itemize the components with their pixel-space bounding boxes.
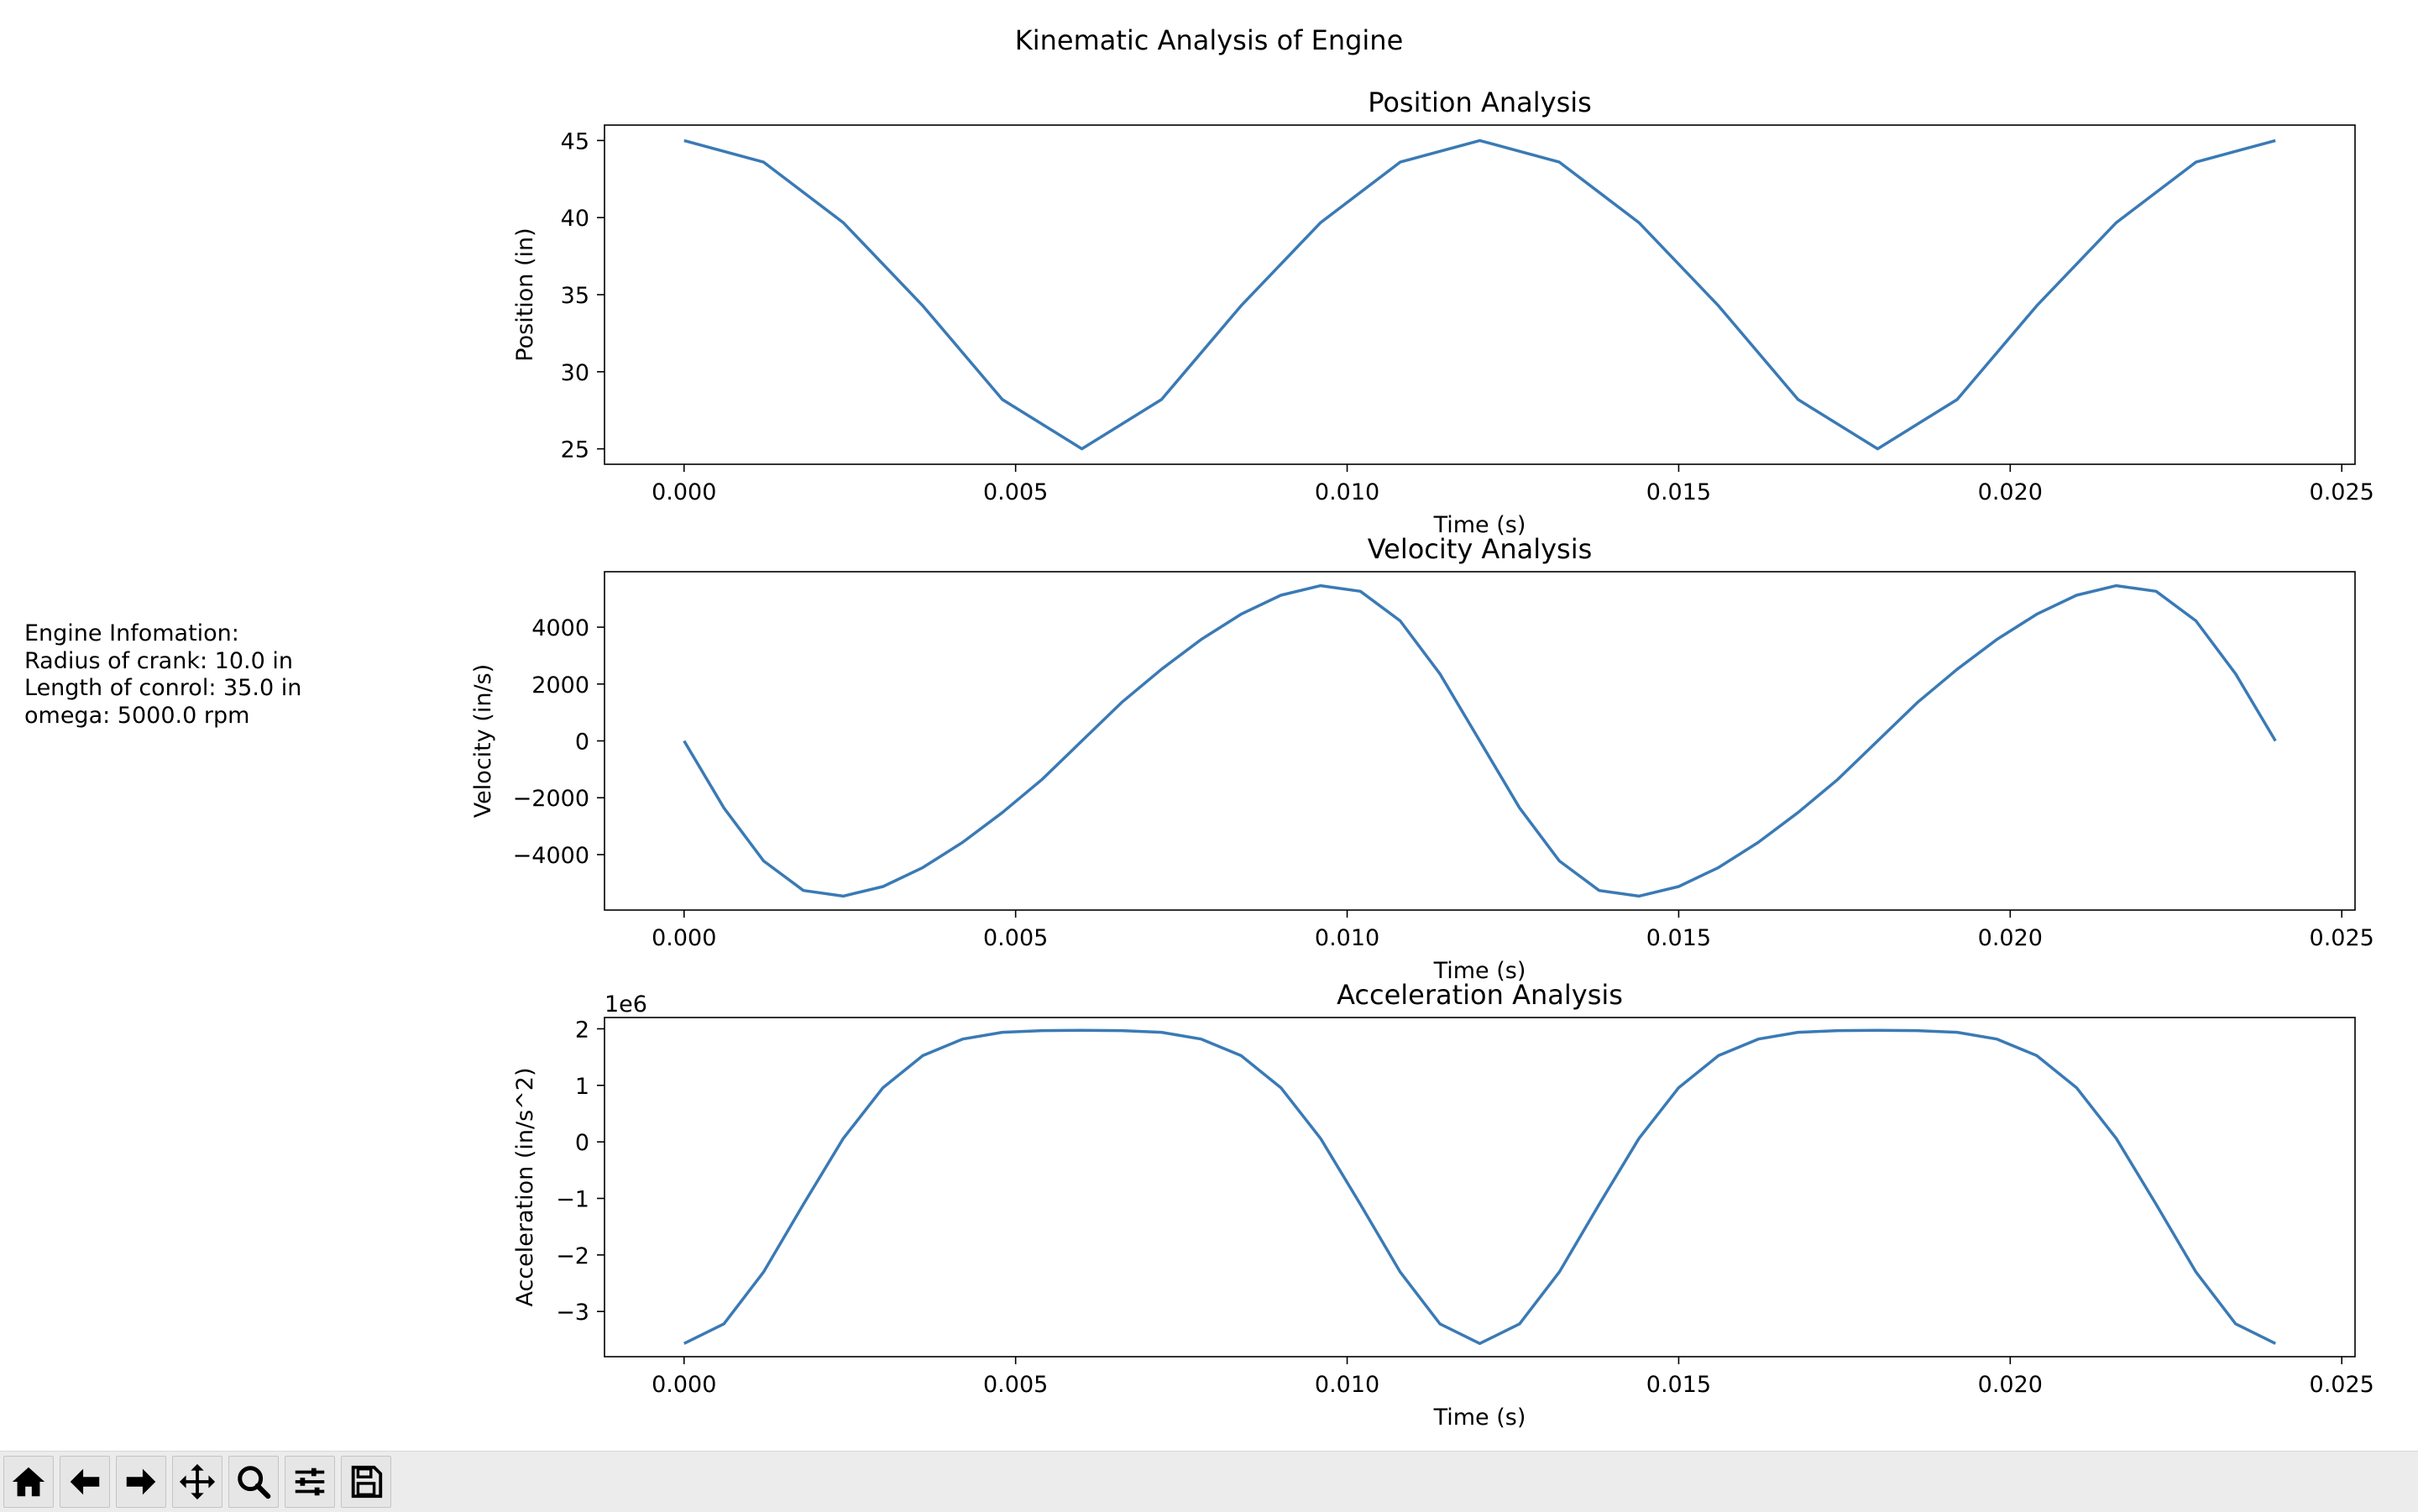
figure-suptitle: Kinematic Analysis of Engine — [1015, 24, 1404, 56]
back-arrow-icon — [70, 1468, 100, 1495]
velocity-y-tick-label: 0 — [575, 730, 589, 756]
velocity-y-axis-label: Velocity (in/s) — [470, 664, 496, 818]
engine-info-text: Engine Infomation: Radius of crank: 10.0… — [24, 620, 302, 729]
acceleration-y-axis-label: Acceleration (in/s^2) — [512, 1067, 538, 1306]
acceleration-y-tick-label: −2 — [556, 1243, 589, 1269]
acceleration-y-tick-label: −3 — [556, 1300, 589, 1326]
position-x-tick-label: 0.000 — [652, 479, 716, 505]
velocity-axes-title: Velocity Analysis — [1368, 533, 1593, 565]
acceleration-x-tick-label: 0.005 — [983, 1372, 1048, 1398]
home-icon — [12, 1467, 45, 1497]
velocity-axes[interactable]: 0.000 0.005 0.010 0.015 0.020 0.025 −4000 −2000… — [470, 533, 2374, 984]
acceleration-axes-title: Acceleration Analysis — [1337, 979, 1623, 1011]
forward-arrow-icon — [126, 1468, 156, 1495]
acceleration-offset-label: 1e6 — [604, 991, 647, 1018]
acceleration-x-axis-label: Time (s) — [1433, 1405, 1526, 1431]
home-button[interactable] — [3, 1456, 54, 1508]
velocity-x-tick-label: 0.020 — [1978, 925, 2043, 951]
position-x-axis-label: Time (s) — [1433, 512, 1526, 538]
acceleration-axes[interactable]: 0.000 0.005 0.010 0.015 0.020 0.025 −3 −2 −1 0 1 2 A… — [512, 979, 2374, 1431]
position-x-tick-label: 0.025 — [2310, 479, 2374, 505]
velocity-x-tick-label: 0.025 — [2310, 925, 2374, 951]
acceleration-x-tick-label: 0.000 — [652, 1372, 716, 1398]
position-y-tick-label: 30 — [561, 360, 589, 386]
acceleration-y-tick-label: 1 — [575, 1074, 589, 1100]
velocity-y-tick-label: 2000 — [531, 672, 589, 698]
acceleration-x-tick-label: 0.025 — [2310, 1372, 2374, 1398]
position-axes-title: Position Analysis — [1368, 86, 1592, 118]
velocity-x-tick-label: 0.005 — [983, 925, 1048, 951]
position-x-tick-label: 0.015 — [1646, 479, 1711, 505]
position-x-tick-label: 0.020 — [1978, 479, 2043, 505]
acceleration-x-tick-label: 0.010 — [1315, 1372, 1379, 1398]
position-y-tick-label: 40 — [561, 206, 589, 232]
velocity-y-tick-label: 4000 — [531, 615, 589, 641]
velocity-x-axis-label: Time (s) — [1433, 958, 1526, 984]
acceleration-y-tick-label: −1 — [556, 1186, 589, 1212]
velocity-y-tick-label: −2000 — [513, 786, 589, 812]
position-y-tick-label: 25 — [561, 437, 589, 463]
pan-button[interactable] — [172, 1456, 222, 1508]
figure-canvas: Kinematic Analysis of Engine 0.000 0.005 0… — [470, 24, 2374, 1431]
zoom-icon — [238, 1466, 271, 1499]
velocity-y-tick-label: −4000 — [513, 843, 589, 869]
forward-button[interactable] — [116, 1456, 166, 1508]
velocity-series-line — [683, 583, 2277, 898]
back-button[interactable] — [60, 1456, 110, 1508]
position-y-tick-label: 45 — [561, 128, 589, 154]
velocity-x-tick-label: 0.010 — [1315, 925, 1379, 951]
save-button[interactable] — [341, 1456, 391, 1508]
position-y-tick-label: 35 — [561, 283, 589, 309]
acceleration-x-tick-label: 0.020 — [1978, 1372, 2043, 1398]
velocity-x-tick-label: 0.000 — [652, 925, 716, 951]
position-axes-frame — [604, 124, 2356, 465]
configure-subplots-icon — [295, 1468, 325, 1496]
acceleration-y-tick-label: 0 — [575, 1130, 589, 1156]
position-x-tick-label: 0.005 — [983, 479, 1048, 505]
acceleration-axes-frame — [604, 1017, 2356, 1358]
position-series-line — [683, 139, 2276, 451]
position-axes[interactable]: 0.000 0.005 0.010 0.015 0.020 0.025 25 30 35 40 45… — [512, 86, 2374, 538]
position-y-axis-label: Position (in) — [512, 228, 538, 361]
acceleration-y-tick-label: 2 — [575, 1017, 589, 1043]
position-x-tick-label: 0.010 — [1315, 479, 1379, 505]
configure-subplots-button[interactable] — [285, 1456, 335, 1508]
velocity-x-tick-label: 0.015 — [1646, 925, 1711, 951]
pan-icon — [179, 1463, 216, 1500]
zoom-button[interactable] — [228, 1456, 279, 1508]
acceleration-x-tick-label: 0.015 — [1646, 1372, 1711, 1398]
save-icon — [351, 1465, 383, 1499]
navigation-toolbar — [0, 1451, 2418, 1512]
acceleration-series-line — [683, 1028, 2276, 1346]
